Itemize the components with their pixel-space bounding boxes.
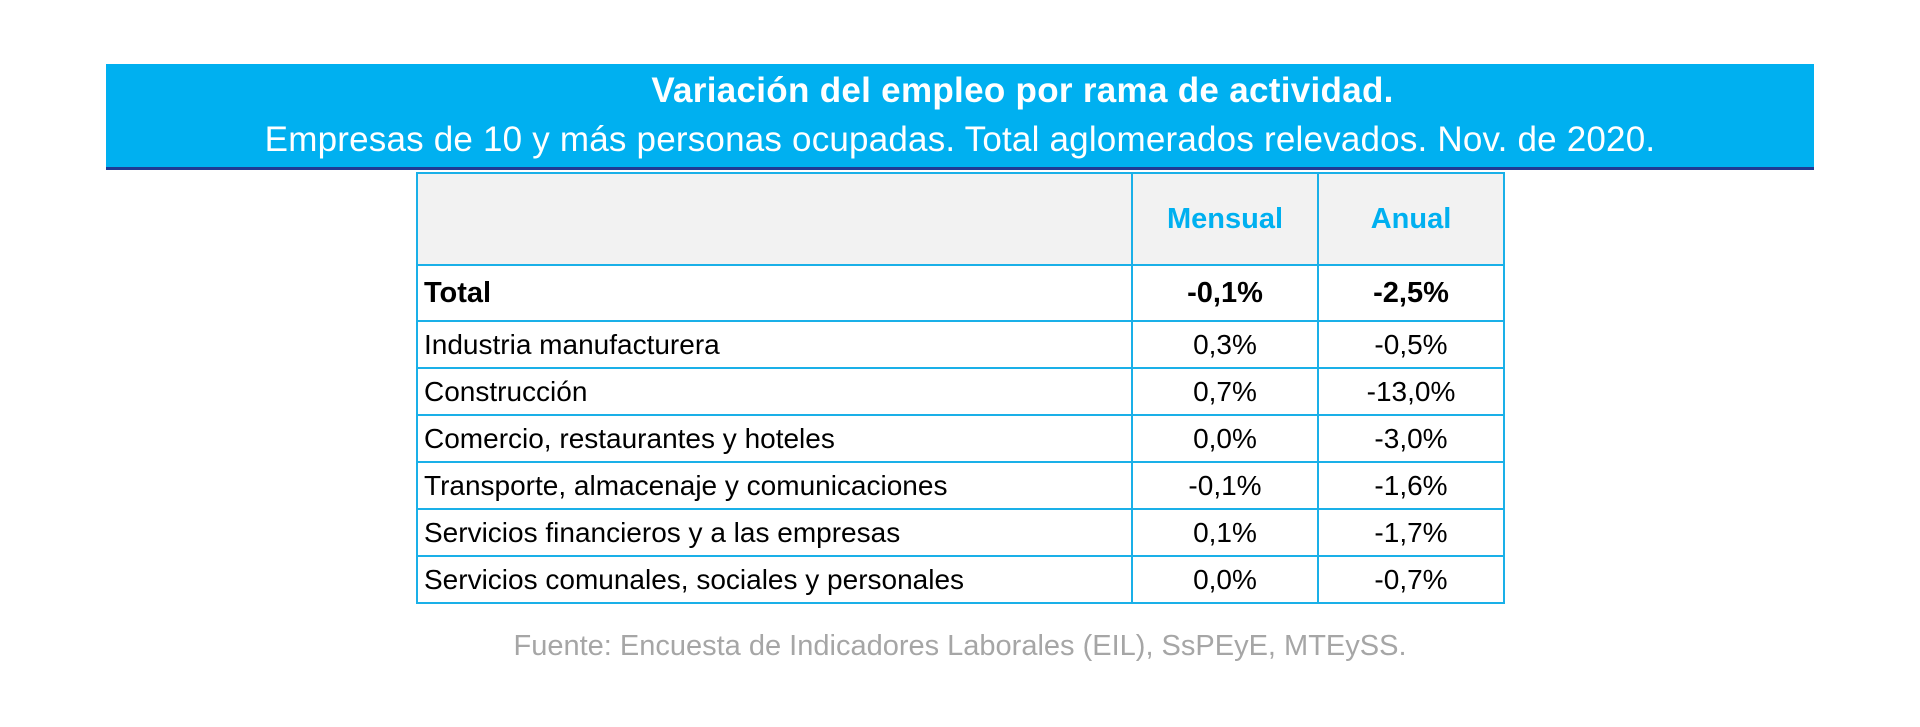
source-note: Fuente: Encuesta de Indicadores Laborale… xyxy=(513,630,1407,662)
cell-anual: -0,5% xyxy=(1317,320,1505,369)
cell-mensual: 0,0% xyxy=(1131,555,1319,604)
table-row: Industria manufacturera 0,3% -0,5% xyxy=(416,320,1505,369)
cell-mensual: 0,1% xyxy=(1131,508,1319,557)
table-row: Transporte, almacenaje y comunicaciones … xyxy=(416,461,1505,510)
row-label: Construcción xyxy=(416,367,1133,416)
cell-anual: -2,5% xyxy=(1317,264,1505,322)
table-header-row: Mensual Anual xyxy=(416,172,1505,266)
row-label: Industria manufacturera xyxy=(416,320,1133,369)
row-label: Servicios financieros y a las empresas xyxy=(416,508,1133,557)
table-row: Comercio, restaurantes y hoteles 0,0% -3… xyxy=(416,414,1505,463)
cell-anual: -1,7% xyxy=(1317,508,1505,557)
employment-table: Mensual Anual Total -0,1% -2,5% Industri… xyxy=(416,172,1505,604)
row-label: Transporte, almacenaje y comunicaciones xyxy=(416,461,1133,510)
table-row: Servicios comunales, sociales y personal… xyxy=(416,555,1505,604)
table-row: Construcción 0,7% -13,0% xyxy=(416,367,1505,416)
cell-mensual: -0,1% xyxy=(1131,264,1319,322)
table-row-total: Total -0,1% -2,5% xyxy=(416,264,1505,322)
header-cell-anual: Anual xyxy=(1317,172,1505,266)
cell-anual: -3,0% xyxy=(1317,414,1505,463)
cell-anual: -13,0% xyxy=(1317,367,1505,416)
row-label: Comercio, restaurantes y hoteles xyxy=(416,414,1133,463)
header-cell-mensual: Mensual xyxy=(1131,172,1319,266)
cell-anual: -0,7% xyxy=(1317,555,1505,604)
cell-mensual: 0,7% xyxy=(1131,367,1319,416)
chart-subtitle: Empresas de 10 y más personas ocupadas. … xyxy=(264,120,1656,159)
row-label: Servicios comunales, sociales y personal… xyxy=(416,555,1133,604)
header-cell-category xyxy=(416,172,1133,266)
cell-mensual: -0,1% xyxy=(1131,461,1319,510)
cell-mensual: 0,3% xyxy=(1131,320,1319,369)
table-row: Servicios financieros y a las empresas 0… xyxy=(416,508,1505,557)
cell-mensual: 0,0% xyxy=(1131,414,1319,463)
chart-title: Variación del empleo por rama de activid… xyxy=(651,71,1394,110)
row-label: Total xyxy=(416,264,1133,322)
title-banner: Variación del empleo por rama de activid… xyxy=(106,64,1814,170)
cell-anual: -1,6% xyxy=(1317,461,1505,510)
